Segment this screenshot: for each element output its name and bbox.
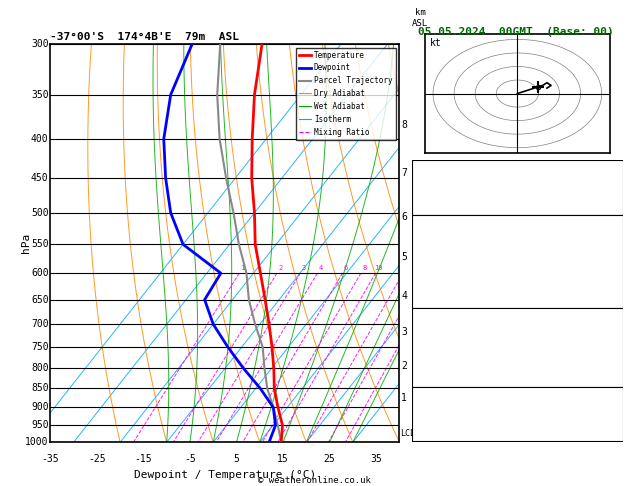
Text: StmDir: StmDir [420,420,455,429]
Text: 350: 350 [31,90,48,100]
Text: 7: 7 [401,168,407,178]
Text: 47: 47 [603,183,615,192]
Text: 25: 25 [324,454,335,464]
Text: 600: 600 [31,268,48,278]
Text: 311: 311 [597,258,615,266]
Text: Hodograph: Hodograph [491,388,543,397]
Text: 3: 3 [608,271,615,279]
Text: 0: 0 [608,297,615,306]
Text: StmSpd (kt): StmSpd (kt) [420,431,484,440]
Text: 3: 3 [301,264,306,271]
Text: 9: 9 [608,431,615,440]
Text: 8: 8 [362,264,366,271]
Text: 34°: 34° [597,420,615,429]
Text: Pressure (mb): Pressure (mb) [420,324,495,332]
Text: 2: 2 [278,264,282,271]
Text: 8: 8 [401,121,407,130]
Text: CAPE (J): CAPE (J) [420,363,467,372]
Text: 05.05.2024  00GMT  (Base: 00): 05.05.2024 00GMT (Base: 00) [418,27,614,36]
Text: CIN (J): CIN (J) [420,376,460,385]
Bar [412,215,623,309]
Text: LCL: LCL [400,429,415,438]
Text: 4: 4 [401,291,407,300]
Text: 3: 3 [401,327,407,337]
Text: -115: -115 [591,399,615,408]
Text: 950: 950 [31,420,48,430]
Text: 15: 15 [277,454,289,464]
Text: 35: 35 [370,454,382,464]
Text: -5: -5 [184,454,196,464]
Text: 4: 4 [319,264,323,271]
Text: hPa: hPa [21,233,31,253]
Text: Dewp (°C): Dewp (°C) [420,244,472,253]
Text: -77: -77 [597,410,615,418]
Text: 750: 750 [31,342,48,352]
Text: Totals Totals: Totals Totals [420,183,495,192]
Text: 700: 700 [31,319,48,329]
Text: Temp (°C): Temp (°C) [420,231,472,240]
Text: 16: 16 [603,363,615,372]
Text: 900: 900 [31,402,48,413]
Text: km
ASL: km ASL [412,8,428,28]
Text: © weatheronline.co.uk: © weatheronline.co.uk [258,476,371,485]
Text: 311: 311 [597,337,615,346]
Bar [412,387,623,441]
Legend: Temperature, Dewpoint, Parcel Trajectory, Dry Adiabat, Wet Adiabat, Isotherm, Mi: Temperature, Dewpoint, Parcel Trajectory… [296,48,396,139]
Text: 400: 400 [31,134,48,144]
Text: SREH: SREH [420,410,443,418]
Text: θₑ(K): θₑ(K) [420,258,449,266]
Text: Most Unstable: Most Unstable [480,311,555,319]
Bar [412,309,623,387]
Text: EH: EH [420,399,432,408]
Text: θₑ (K): θₑ (K) [420,337,455,346]
Text: 0: 0 [608,376,615,385]
Text: 800: 800 [31,364,48,373]
Text: Lifted Index: Lifted Index [420,271,489,279]
Text: 14.6: 14.6 [591,231,615,240]
Text: 1: 1 [241,264,245,271]
Text: Surface: Surface [498,218,537,226]
Text: 500: 500 [31,208,48,218]
Text: 1: 1 [401,393,407,403]
Text: -37°00'S  174°4B'E  79m  ASL: -37°00'S 174°4B'E 79m ASL [50,32,239,42]
Text: K: K [420,165,426,174]
Text: kt: kt [430,37,442,48]
Text: CAPE (J): CAPE (J) [420,284,467,293]
Text: 12: 12 [603,244,615,253]
Bar [412,160,623,215]
Text: 650: 650 [31,295,48,305]
Text: 5: 5 [401,252,407,262]
Text: 6: 6 [401,212,407,222]
Text: Dewpoint / Temperature (°C): Dewpoint / Temperature (°C) [134,470,316,480]
Text: CIN (J): CIN (J) [420,297,460,306]
Text: -35: -35 [42,454,59,464]
Text: 300: 300 [31,39,48,49]
Text: 6: 6 [343,264,348,271]
Text: 850: 850 [31,383,48,394]
Text: -15: -15 [135,454,152,464]
Text: 2: 2 [401,361,407,371]
Text: 1000: 1000 [25,437,48,447]
Text: -25: -25 [88,454,106,464]
Text: 3: 3 [608,350,615,359]
Text: PW (cm): PW (cm) [420,202,460,211]
Text: 1013: 1013 [591,324,615,332]
Text: 10: 10 [374,264,383,271]
Text: 5: 5 [233,454,240,464]
Text: 550: 550 [31,240,48,249]
Text: 16: 16 [603,284,615,293]
Text: Mixing Ratio (g/kg): Mixing Ratio (g/kg) [426,192,435,294]
Text: Lifted Index: Lifted Index [420,350,489,359]
Text: 2.28: 2.28 [591,202,615,211]
Text: 27: 27 [603,165,615,174]
Text: 450: 450 [31,173,48,183]
